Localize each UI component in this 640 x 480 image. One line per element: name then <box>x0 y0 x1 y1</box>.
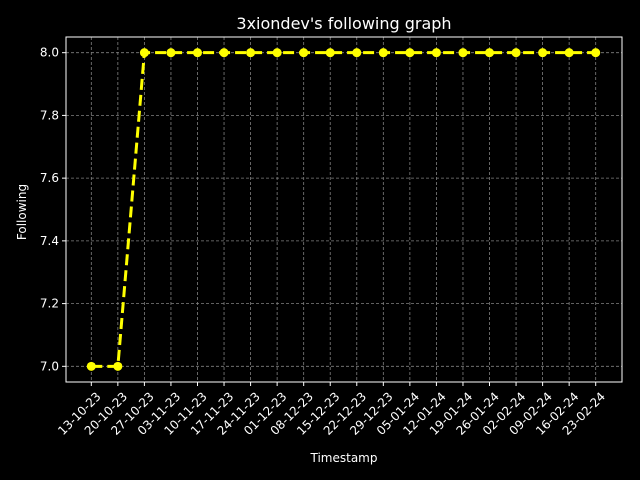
y-tick-label: 7.4 <box>40 234 59 248</box>
data-point <box>246 48 256 58</box>
y-tick-label: 7.6 <box>40 171 59 185</box>
data-point <box>352 48 362 58</box>
data-point <box>405 48 415 58</box>
data-point <box>219 48 229 58</box>
data-point <box>591 48 601 58</box>
data-point <box>485 48 495 58</box>
x-axis-label: Timestamp <box>310 451 378 465</box>
data-point <box>86 361 96 371</box>
data-point <box>192 48 202 58</box>
y-tick-label: 7.8 <box>40 108 59 122</box>
data-point <box>538 48 548 58</box>
data-point <box>378 48 388 58</box>
y-tick-label: 8.0 <box>40 46 59 60</box>
data-point <box>272 48 282 58</box>
data-point <box>166 48 176 58</box>
data-point <box>299 48 309 58</box>
data-point <box>458 48 468 58</box>
plot-frame <box>65 36 623 383</box>
grid-layer <box>66 37 622 382</box>
series-line <box>91 51 596 368</box>
series-layer <box>86 48 601 371</box>
data-point <box>139 48 149 58</box>
data-point <box>564 48 574 58</box>
data-point <box>325 48 335 58</box>
y-axis-label: Following <box>15 184 29 240</box>
y-tick-label: 7.2 <box>40 297 59 311</box>
y-axis: 7.0 7.2 7.4 7.6 7.8 8.0 <box>40 46 66 373</box>
y-tick-label: 7.0 <box>40 359 59 373</box>
data-point <box>431 48 441 58</box>
data-point <box>113 361 123 371</box>
chart-title: 3xiondev's following graph <box>236 14 451 33</box>
data-point <box>511 48 521 58</box>
x-axis: 13-10-2320-10-2327-10-2303-11-2310-11-23… <box>55 382 608 438</box>
